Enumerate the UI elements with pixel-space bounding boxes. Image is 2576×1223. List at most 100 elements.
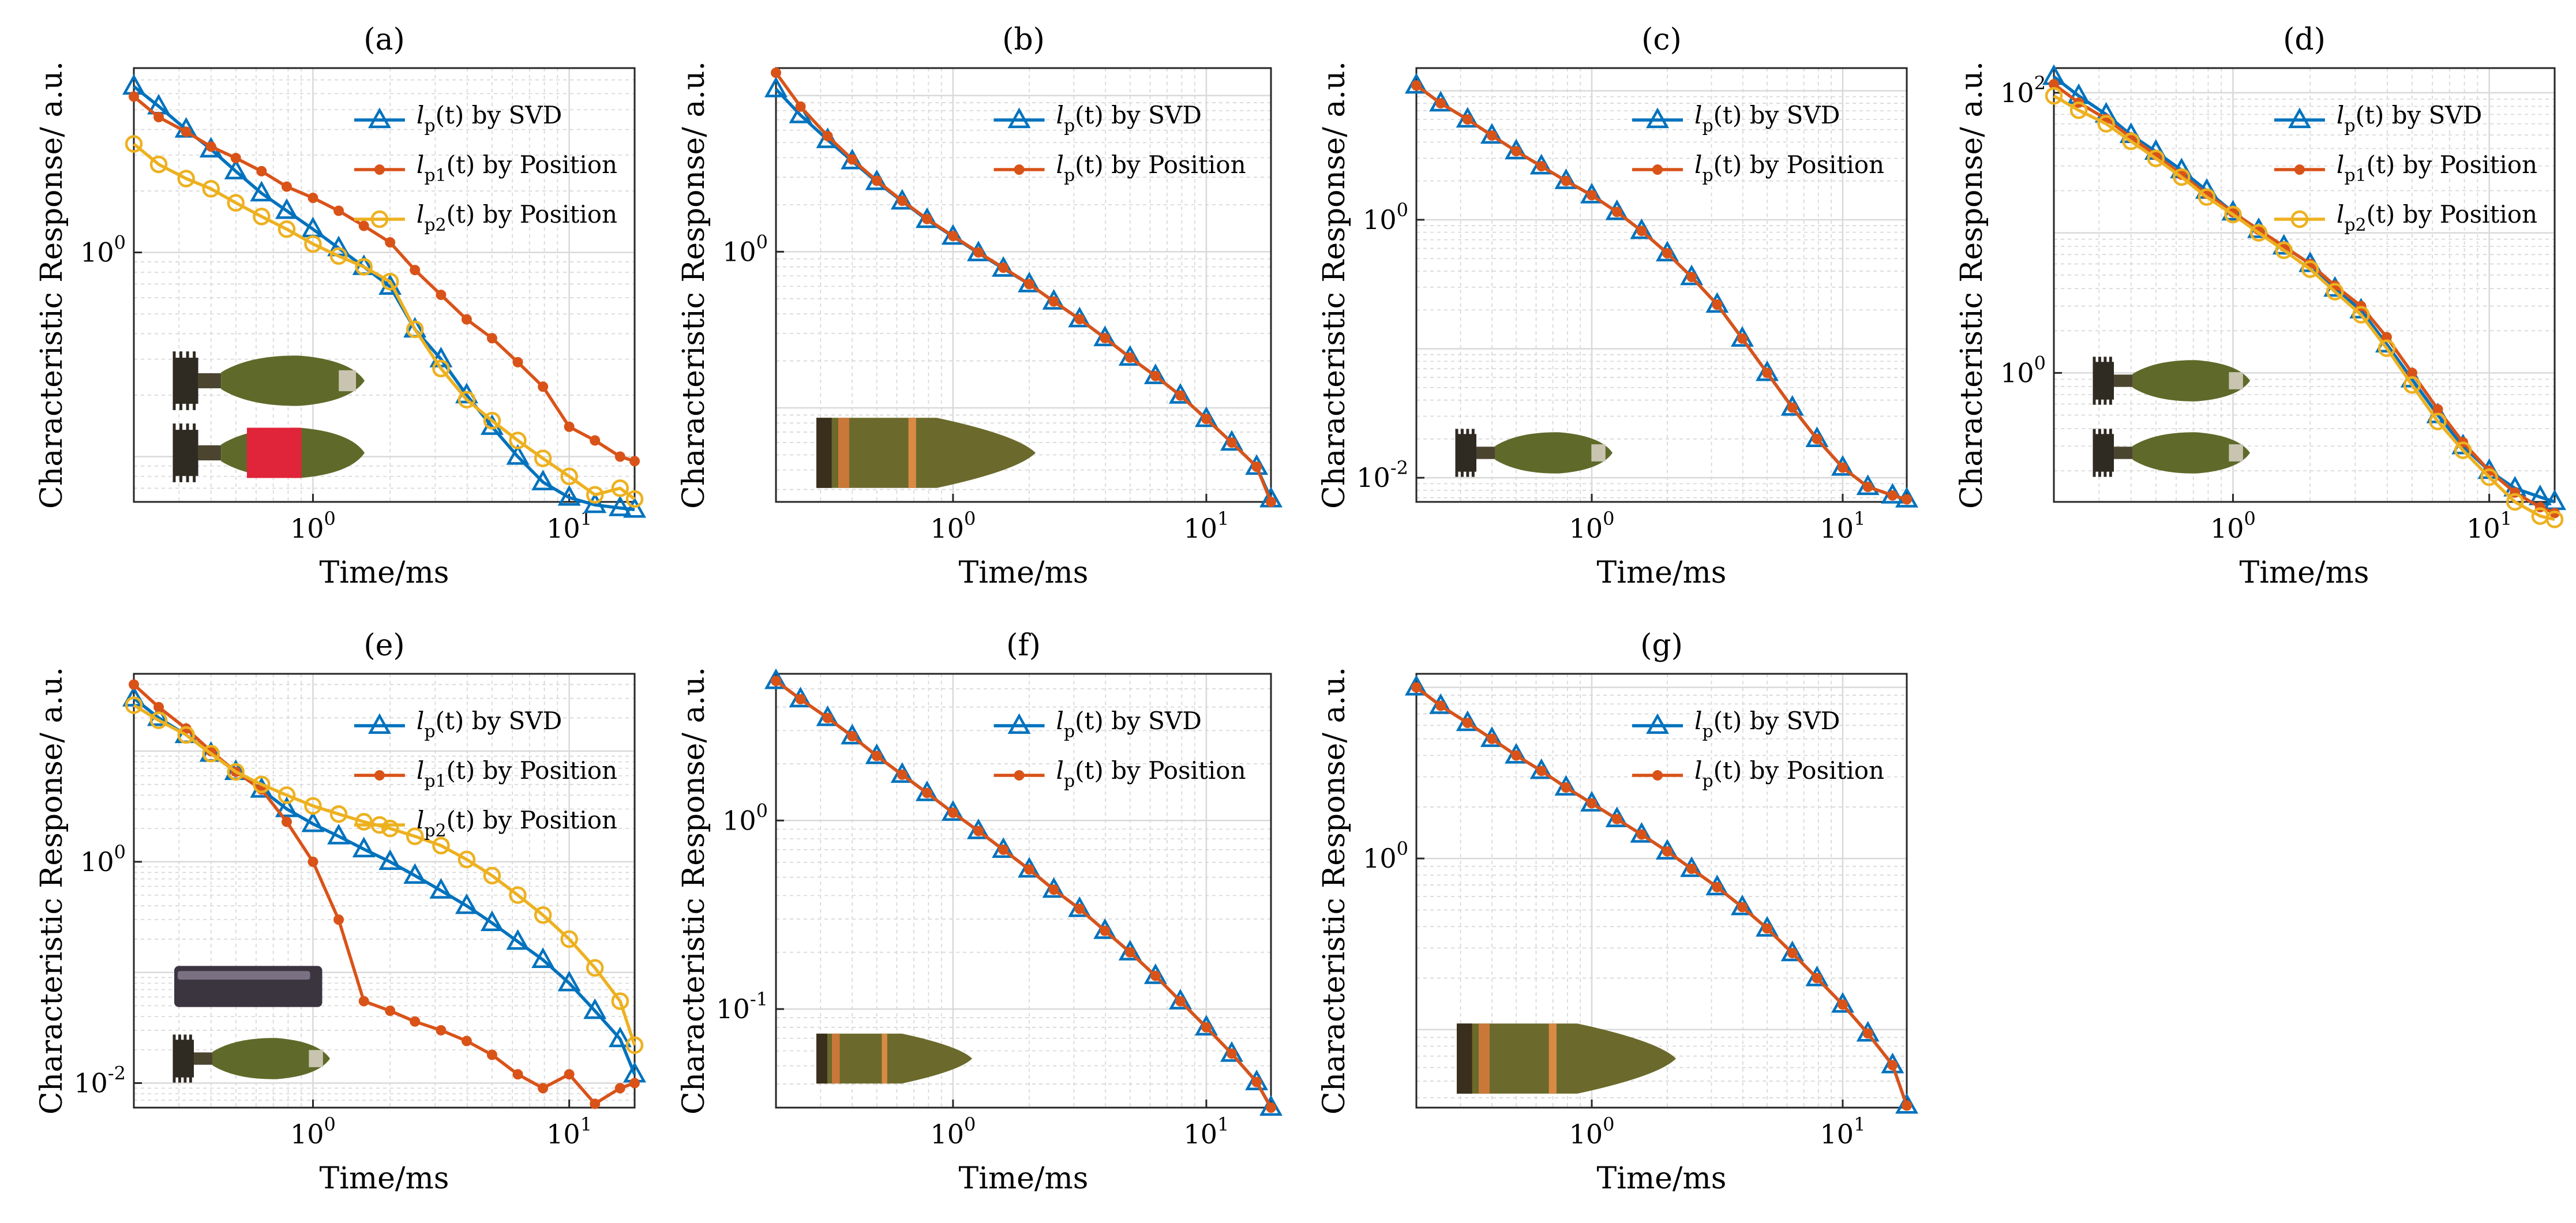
data-point <box>1662 248 1673 259</box>
mortar-tail-tube <box>198 373 222 389</box>
data-point <box>847 154 858 165</box>
data-point <box>483 411 501 430</box>
y-axis-label: Characteristic Response/ a.u. <box>35 667 69 1115</box>
data-point <box>564 1069 575 1080</box>
data-point <box>1862 481 1873 492</box>
data-point <box>1887 1060 1898 1071</box>
legend-label: lp(t) by Position <box>1694 756 1884 791</box>
mortar-body <box>2132 432 2250 474</box>
mortar-fuze <box>339 370 357 392</box>
data-point <box>531 470 555 490</box>
data-point <box>2506 493 2524 511</box>
data-point <box>531 947 555 968</box>
data-point <box>1536 766 1547 776</box>
data-point <box>822 130 833 141</box>
data-point <box>355 813 373 831</box>
data-point <box>1201 414 1212 425</box>
data-point <box>181 126 192 137</box>
data-point <box>764 76 788 97</box>
y-tick-label: 100 <box>80 232 126 268</box>
data-point <box>1587 798 1598 809</box>
data-point <box>897 196 908 207</box>
legend: lp(t) by SVD lp1(t) by Position lp2(t) by … <box>354 707 617 841</box>
data-point <box>329 805 348 823</box>
data-point <box>308 193 318 204</box>
y-tick-label: 10-2 <box>1356 457 1408 493</box>
data-point <box>461 314 472 325</box>
data-point <box>1712 299 1723 310</box>
data-point <box>253 208 271 226</box>
data-point <box>921 787 932 798</box>
data-point <box>301 811 325 832</box>
data-point <box>538 1083 549 1094</box>
y-tick-label: 102 <box>2000 72 2046 108</box>
legend-label: lp2(t) by Position <box>417 200 617 235</box>
panel-e: 100 101 100 10-2 (e) Time/ms Characteristic Re… <box>35 628 646 1196</box>
data-point <box>534 906 552 924</box>
data-point <box>1024 864 1035 875</box>
projectile-band <box>1479 1023 1490 1094</box>
data-point <box>1100 332 1111 343</box>
data-point <box>1887 490 1898 501</box>
data-point <box>278 220 296 238</box>
data-point <box>614 1083 625 1094</box>
data-point <box>205 141 216 152</box>
y-axis-label: Characteristic Response/ a.u. <box>35 61 69 509</box>
data-point <box>483 866 501 885</box>
data-point <box>1812 973 1823 984</box>
legend-label: lp(t) by SVD <box>1694 707 1840 742</box>
panel-title: (f) <box>1006 628 1041 663</box>
data-point <box>560 930 578 948</box>
data-point <box>1266 497 1276 507</box>
data-point <box>1486 130 1497 141</box>
mortar-fuze <box>309 1050 323 1067</box>
data-point <box>1737 333 1748 344</box>
data-point <box>795 101 806 112</box>
cylinder-object-icon <box>174 966 323 1007</box>
data-point <box>771 67 781 78</box>
data-point <box>253 775 271 794</box>
legend-swatch-marker <box>2290 210 2309 228</box>
y-tick-label: 10-2 <box>74 1062 126 1098</box>
data-point <box>1251 462 1262 472</box>
data-point <box>847 731 858 742</box>
series-position-1 <box>129 91 640 467</box>
panel-c: 100 101 100 10-2 (c) Time/ms Characteristic Re… <box>1317 22 1918 590</box>
data-point <box>358 996 369 1007</box>
legend: lp(t) by SVD lp1(t) by Position lp2(t) by … <box>354 101 617 235</box>
legend-label: lp1(t) by Position <box>2337 151 2537 186</box>
data-point <box>410 1016 421 1027</box>
data-point <box>304 797 322 815</box>
data-point <box>1536 161 1547 172</box>
data-point <box>564 421 575 432</box>
x-tick-label: 100 <box>2210 508 2256 544</box>
data-point <box>224 159 248 179</box>
series-position <box>1411 80 1912 505</box>
data-point <box>355 258 373 276</box>
data-point <box>947 231 958 242</box>
mortar-shell-icon <box>173 1034 330 1083</box>
legend-label: lp(t) by SVD <box>1056 101 1202 136</box>
data-point <box>871 751 882 761</box>
data-point <box>149 155 168 174</box>
mortar-tail-tube <box>2114 447 2133 459</box>
data-point <box>333 205 344 216</box>
data-point <box>432 836 450 855</box>
projectile-base <box>816 1033 827 1084</box>
data-point <box>625 490 644 508</box>
x-tick-label: 101 <box>2466 508 2512 544</box>
x-tick-label: 101 <box>1820 508 1866 544</box>
data-point <box>1787 402 1798 413</box>
series-position <box>771 67 1276 507</box>
x-axis-label: Time/ms <box>959 1161 1089 1196</box>
data-point <box>1411 80 1422 91</box>
data-point <box>2045 87 2063 105</box>
data-point <box>149 711 168 729</box>
legend-item: lp2(t) by Position <box>354 200 617 235</box>
data-point <box>1226 1048 1237 1059</box>
data-point <box>458 850 476 869</box>
data-point <box>1048 884 1059 895</box>
data-point <box>385 1006 396 1016</box>
